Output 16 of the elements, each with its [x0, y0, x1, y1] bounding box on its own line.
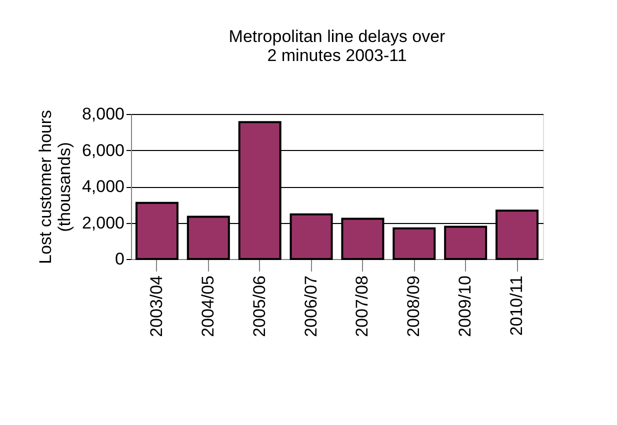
x-tick-label: 2005/06	[250, 276, 269, 337]
x-tick-label: 2004/05	[198, 276, 218, 337]
bar	[392, 227, 436, 260]
y-tick-label: 2,000	[82, 213, 124, 232]
x-tick-label: 2008/09	[404, 276, 424, 337]
x-tick-label: 2010/11	[507, 276, 526, 336]
y-tick-label: 8,000	[82, 104, 124, 124]
x-tick-label: 2007/08	[352, 276, 372, 337]
chart-title: Metropolitan line delays over 2 minutes 2003-11	[228, 27, 446, 65]
y-tick-label: 0	[115, 250, 124, 268]
y-tick-label: 6,000	[82, 140, 124, 160]
y-tick-label: 4,000	[82, 177, 124, 196]
x-tick-label: 2006/07	[301, 276, 320, 337]
x-tick-label: 2009/10	[456, 276, 475, 337]
x-tick-label: 2003/04	[146, 276, 166, 337]
y-axis-title: Lost customer hours (thousands)	[36, 110, 74, 264]
